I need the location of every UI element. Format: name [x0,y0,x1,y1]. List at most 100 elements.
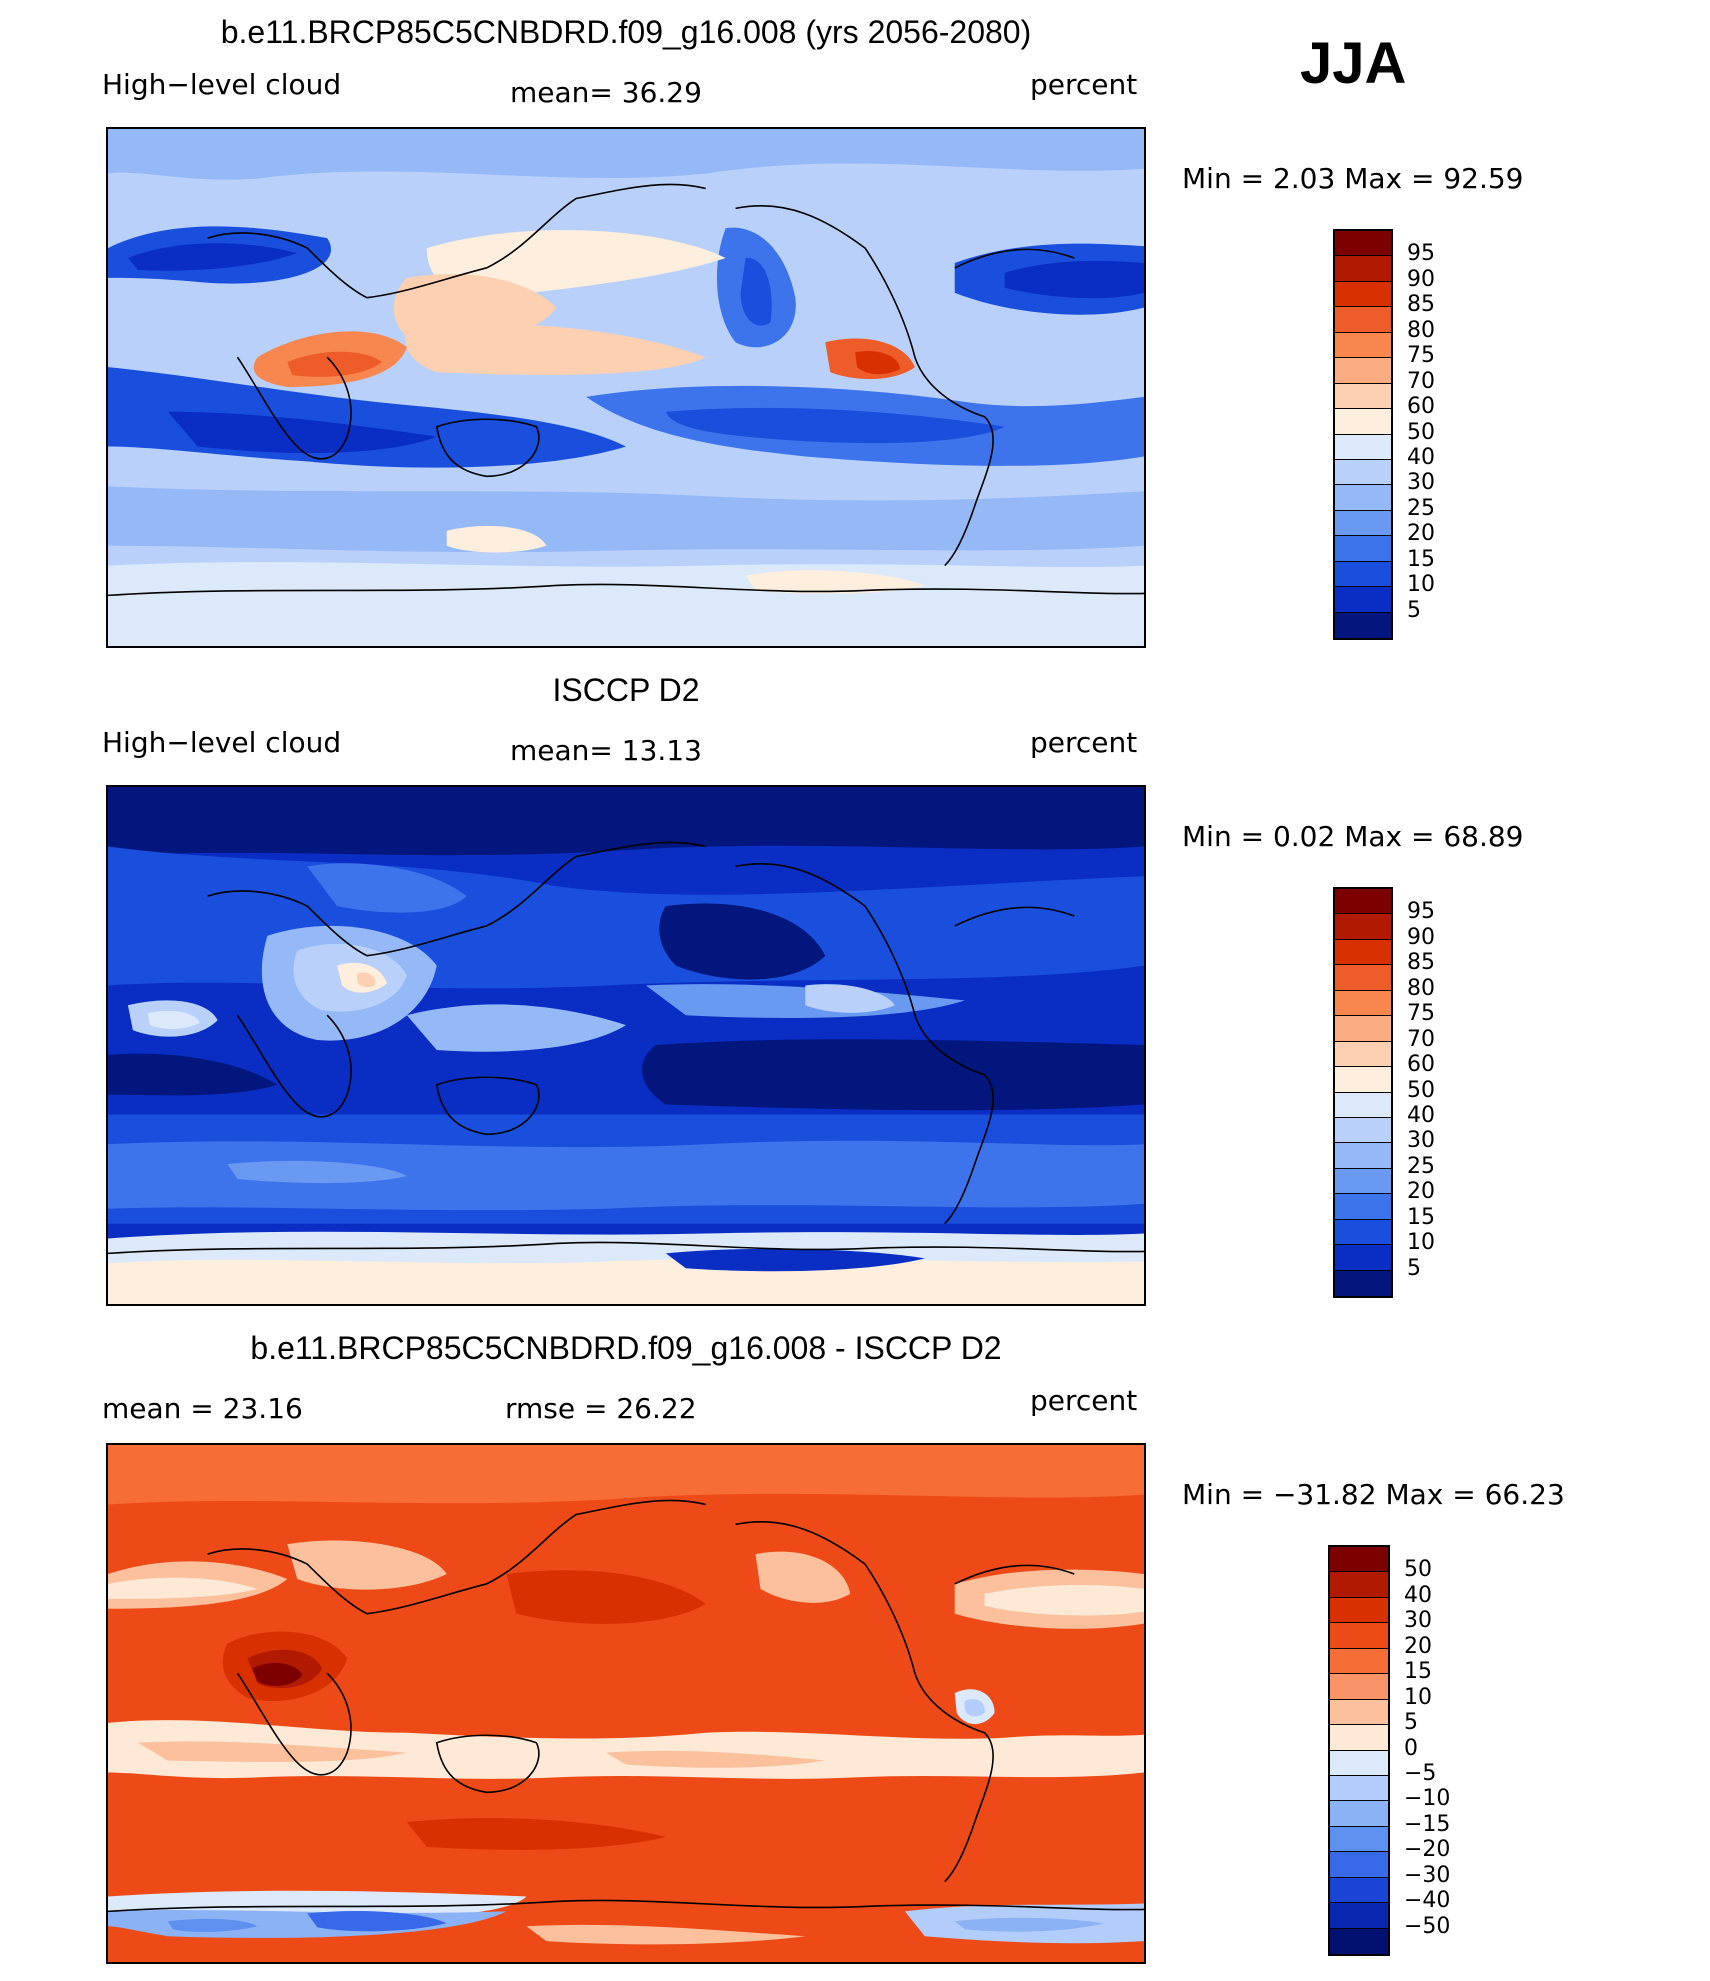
panel-1-colorbar [1333,229,1393,640]
colorbar-label: 15 [1407,546,1435,572]
colorbar-box [1330,1852,1388,1878]
colorbar-label: 15 [1404,1659,1432,1685]
colorbar-label: 20 [1407,521,1435,547]
panel-1-mean-label: mean= 36.29 [510,76,702,109]
colorbar-label: 85 [1407,950,1435,976]
colorbar-label: 10 [1407,1230,1435,1256]
colorbar-box [1335,1092,1391,1118]
colorbar-box [1330,1699,1388,1726]
colorbar-label: 20 [1407,1179,1435,1205]
panel-3-units-label: percent [1030,1384,1138,1417]
colorbar-box [1335,1041,1391,1068]
colorbar-label: 85 [1407,292,1435,318]
panel-3-min-max: Min = −31.82 Max = 66.23 [1182,1478,1565,1511]
panel-3-map [106,1443,1146,1964]
panel-1-title: b.e11.BRCP85C5CNBDRD.f09_g16.008 (yrs 20… [220,14,1032,50]
season-label: JJA [1300,31,1407,96]
colorbar-label: 75 [1407,343,1435,369]
colorbar-box [1335,612,1391,638]
colorbar-label: 30 [1407,470,1435,496]
colorbar-box [1335,434,1391,460]
colorbar-box [1335,1219,1391,1246]
colorbar-label: 60 [1407,394,1435,420]
colorbar-label: 25 [1407,495,1435,521]
colorbar-box [1335,231,1391,257]
colorbar-label: 5 [1404,1710,1418,1736]
colorbar-box [1335,939,1391,966]
colorbar-box [1335,914,1391,940]
colorbar-box [1330,1903,1388,1929]
colorbar-label: −40 [1404,1888,1451,1914]
colorbar-box [1335,383,1391,410]
panel-3-mean-label: mean = 23.16 [102,1392,303,1425]
colorbar-label: −50 [1404,1913,1451,1939]
colorbar-box [1335,510,1391,537]
colorbar-box [1335,561,1391,588]
colorbar-label: 70 [1407,1026,1435,1052]
colorbar-box [1335,536,1391,562]
colorbar-label: 10 [1404,1684,1432,1710]
colorbar-label: −30 [1404,1862,1451,1888]
colorbar-label: 95 [1407,899,1435,925]
colorbar-box [1330,1928,1388,1954]
colorbar-label: 5 [1407,1255,1421,1281]
colorbar-label: 30 [1404,1608,1432,1634]
colorbar-box [1330,1750,1388,1776]
panel-1-variable-label: High−level cloud [102,68,342,101]
colorbar-box [1335,1067,1391,1093]
colorbar-label: −5 [1404,1760,1437,1786]
panel-3-rmse-label: rmse = 26.22 [505,1392,697,1425]
colorbar-box [1330,1826,1388,1853]
panel-2-map [106,785,1146,1306]
panel-2-title: ISCCP D2 [552,672,700,708]
colorbar-box [1335,358,1391,384]
colorbar-box [1330,1597,1388,1624]
colorbar-label: 90 [1407,924,1435,950]
panel-2-units-label: percent [1030,726,1138,759]
colorbar-box [1335,1016,1391,1042]
colorbar-label: 10 [1407,572,1435,598]
colorbar-box [1330,1623,1388,1649]
colorbar-label: 95 [1407,241,1435,267]
colorbar-label: −10 [1404,1786,1451,1812]
colorbar-label: 80 [1407,317,1435,343]
colorbar-label: 15 [1407,1204,1435,1230]
panel-3-title: b.e11.BRCP85C5CNBDRD.f09_g16.008 - ISCCP… [250,1330,1002,1366]
colorbar-box [1335,1270,1391,1296]
colorbar-box [1335,485,1391,511]
panel-1-units-label: percent [1030,68,1138,101]
colorbar-label: 50 [1407,1077,1435,1103]
panel-1-min-max: Min = 2.03 Max = 92.59 [1182,162,1524,195]
colorbar-box [1335,1245,1391,1271]
panel-2-mean-label: mean= 13.13 [510,734,702,767]
colorbar-label: 5 [1407,597,1421,623]
colorbar-box [1335,1143,1391,1169]
colorbar-box [1330,1674,1388,1700]
colorbar-label: 40 [1407,1102,1435,1128]
colorbar-box [1335,409,1391,435]
colorbar-label: 20 [1404,1633,1432,1659]
colorbar-box [1335,307,1391,333]
panel-2-variable-label: High−level cloud [102,726,342,759]
colorbar-label: 0 [1404,1735,1418,1761]
colorbar-box [1335,459,1391,486]
colorbar-label: 90 [1407,266,1435,292]
colorbar-box [1330,1877,1388,1904]
colorbar-box [1335,990,1391,1017]
colorbar-label: 70 [1407,368,1435,394]
colorbar-box [1330,1572,1388,1598]
colorbar-label: −20 [1404,1837,1451,1863]
colorbar-label: 40 [1407,444,1435,470]
colorbar-label: 30 [1407,1128,1435,1154]
colorbar-label: 75 [1407,1001,1435,1027]
colorbar-box [1335,889,1391,915]
panel-1-map [106,127,1146,648]
colorbar-box [1335,281,1391,308]
colorbar-box [1330,1547,1388,1573]
colorbar-label: 50 [1404,1557,1432,1583]
colorbar-box [1335,1168,1391,1195]
panel-3-colorbar [1328,1545,1390,1956]
colorbar-label: 25 [1407,1153,1435,1179]
colorbar-box [1330,1801,1388,1827]
colorbar-box [1335,965,1391,991]
